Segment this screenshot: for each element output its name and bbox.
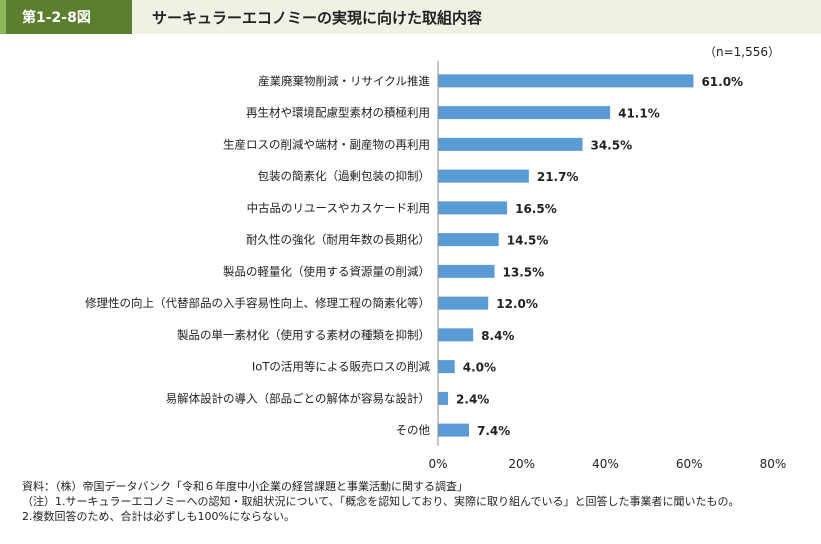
value-label: 12.0%	[496, 297, 538, 311]
figure-header: 第1-2-8図 サーキュラーエコノミーの実現に向けた取組内容	[0, 0, 821, 34]
x-tick-label: 40%	[592, 457, 619, 471]
x-tick-label: 20%	[508, 457, 535, 471]
bar-chart: （n=1,556） 産業廃棄物削減・リサイクル推進再生材や環境配慮型素材の積極利…	[85, 45, 786, 471]
category-label: 産業廃棄物削減・リサイクル推進	[258, 74, 430, 88]
bar	[438, 423, 469, 437]
bar	[438, 233, 499, 247]
category-label: 生産ロスの削減や端材・副産物の再利用	[223, 137, 430, 151]
x-tick-label: 60%	[676, 457, 703, 471]
value-label: 21.7%	[537, 170, 579, 184]
category-label: 中古品のリユースやカスケード利用	[247, 201, 430, 215]
x-tick-label: 0%	[428, 457, 447, 471]
value-labels-group: 61.0% 41.1% 34.5% 21.7% 16.5% 14.5% 13.5% 12.0%…	[456, 75, 743, 438]
category-label: 包装の簡素化（過剰包装の抑制）	[258, 169, 431, 183]
category-label: 耐久性の強化（耐用年数の長期化）	[246, 233, 430, 247]
bar	[438, 328, 474, 342]
value-label: 2.4%	[456, 392, 489, 406]
figure-number: 第1-2-8図	[22, 10, 91, 26]
value-label: 13.5%	[503, 265, 545, 279]
bar	[438, 360, 455, 374]
bar	[438, 391, 449, 405]
category-label: 製品の単一素材化（使用する素材の種類を抑制）	[177, 328, 430, 342]
bar	[438, 137, 583, 151]
notes: 資料：（株）帝国データバンク「令和６年度中小企業の経営課題と事業活動に関する調査…	[22, 479, 812, 524]
category-labels-group: 産業廃棄物削減・リサイクル推進再生材や環境配慮型素材の積極利用生産ロスの削減や端…	[85, 74, 430, 437]
x-axis: 0% 20% 40% 60% 80%	[428, 61, 786, 471]
sample-size-note: （n=1,556）	[704, 45, 780, 59]
value-label: 4.0%	[463, 361, 496, 375]
bar	[438, 296, 489, 310]
value-label: 34.5%	[590, 138, 632, 152]
value-label: 61.0%	[701, 75, 743, 89]
value-label: 16.5%	[515, 202, 557, 216]
value-label: 8.4%	[481, 329, 514, 343]
category-label: 易解体設計の導入（部品ごとの解体が容易な設計）	[166, 391, 430, 405]
category-label: 製品の軽量化（使用する資源量の削減）	[223, 264, 430, 278]
category-label: IoTの活用等による販売ロスの削減	[252, 360, 431, 374]
bar	[438, 106, 611, 120]
bar	[438, 169, 529, 183]
figure-title-bar: サーキュラーエコノミーの実現に向けた取組内容	[132, 0, 821, 34]
bar	[438, 264, 495, 278]
source-note: 資料：（株）帝国データバンク「令和６年度中小企業の経営課題と事業活動に関する調査…	[22, 480, 469, 493]
bar	[438, 201, 508, 215]
note-2: 2.複数回答のため、合計は必ずしも100%にならない。	[22, 510, 295, 523]
note-1: （注）1.サーキュラーエコノミーへの認知・取組状況について、「概念を認知しており…	[22, 495, 740, 508]
value-label: 41.1%	[618, 107, 660, 121]
value-label: 14.5%	[507, 234, 549, 248]
badge-accent	[0, 0, 6, 34]
figure-title: サーキュラーエコノミーの実現に向けた取組内容	[152, 8, 483, 27]
bars-group	[438, 74, 694, 437]
category-label: その他	[396, 423, 431, 437]
category-label: 修理性の向上（代替部品の入手容易性向上、修理工程の簡素化等）	[85, 296, 430, 310]
category-label: 再生材や環境配慮型素材の積極利用	[246, 106, 430, 120]
value-label: 7.4%	[477, 424, 510, 438]
figure-number-badge: 第1-2-8図	[0, 0, 132, 34]
x-tick-label: 80%	[760, 457, 787, 471]
bar	[438, 74, 694, 88]
